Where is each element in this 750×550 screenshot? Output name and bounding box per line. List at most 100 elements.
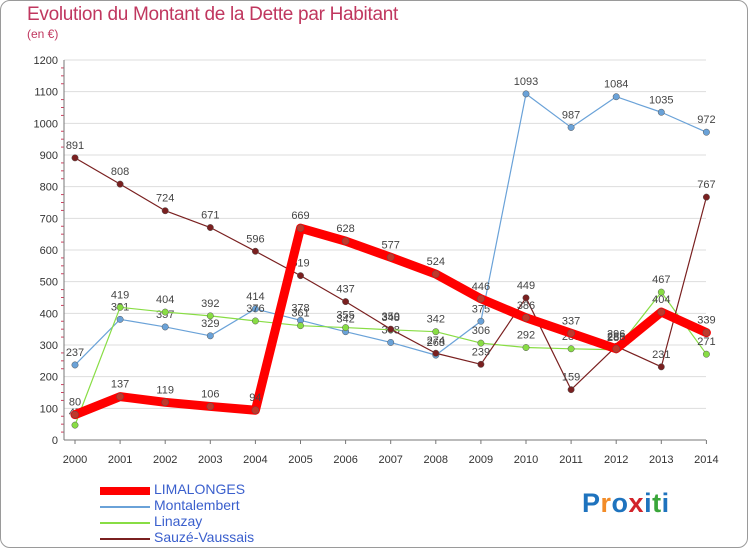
data-point [702, 128, 710, 136]
data-point [657, 308, 666, 316]
data-point [432, 349, 440, 357]
data-point [116, 180, 124, 188]
y-tick-label: 900 [40, 150, 58, 162]
x-tick-label: 2000 [63, 454, 87, 466]
data-point [612, 93, 620, 101]
x-tick-label: 2004 [243, 454, 267, 466]
data-label: 355 [336, 310, 354, 322]
data-point [116, 303, 124, 311]
data-label: 159 [562, 372, 580, 384]
data-label: 329 [201, 318, 219, 330]
data-point [341, 237, 350, 245]
data-label: 239 [472, 346, 490, 358]
data-label: 404 [652, 294, 670, 306]
logo-letter: x [628, 488, 645, 518]
data-point [71, 154, 79, 162]
legend-swatch [100, 506, 150, 508]
legend-label: Linazay [154, 513, 203, 529]
data-label: 342 [336, 314, 354, 326]
data-point [297, 272, 304, 280]
data-label: 1093 [514, 76, 538, 88]
x-tick-label: 2008 [424, 454, 448, 466]
data-label: 378 [291, 302, 309, 314]
data-point [251, 317, 259, 325]
data-point [251, 406, 260, 414]
x-tick-label: 2010 [514, 454, 538, 466]
data-point [71, 421, 79, 429]
y-tick-label: 500 [40, 277, 58, 289]
data-label: 987 [562, 109, 580, 121]
data-point [387, 325, 395, 333]
x-tick-label: 2009 [469, 454, 493, 466]
data-point [161, 398, 169, 407]
data-label: 972 [697, 114, 715, 126]
data-label: 808 [111, 166, 129, 178]
data-label: 119 [156, 384, 174, 396]
data-point [522, 314, 530, 322]
data-point [657, 363, 665, 371]
data-label: 94 [249, 392, 261, 404]
data-point [702, 193, 710, 201]
data-label: 337 [562, 315, 580, 327]
data-label: 348 [382, 312, 400, 324]
data-label: 449 [517, 280, 535, 292]
data-label: 268 [427, 337, 445, 349]
y-tick-label: 100 [40, 403, 58, 415]
data-label: 296 [607, 328, 625, 340]
legend-label: Montalembert [154, 497, 240, 513]
legend-item-limalonges: LIMALONGES [100, 481, 360, 499]
data-point [251, 247, 259, 255]
x-tick-label: 2013 [649, 454, 673, 466]
x-tick-label: 2001 [108, 454, 132, 466]
data-label: 375 [472, 303, 490, 315]
legend-item-sauz-vaussais: Sauzé-Vaussais [100, 529, 360, 547]
data-label: 724 [156, 193, 174, 205]
data-point [71, 361, 79, 369]
proxiti-logo: Proxiti [582, 488, 670, 519]
data-label: 80 [69, 397, 81, 409]
data-point [432, 270, 440, 278]
logo-letter: i [661, 488, 670, 518]
data-point [296, 224, 305, 232]
x-tick-label: 2006 [333, 454, 357, 466]
data-label: 628 [336, 223, 354, 235]
data-point [522, 344, 530, 351]
data-point [116, 392, 124, 401]
data-point [567, 329, 575, 338]
legend-label: LIMALONGES [154, 481, 246, 497]
y-tick-label: 1000 [34, 118, 58, 130]
data-label: 524 [427, 256, 445, 268]
legend-swatch [100, 487, 150, 495]
data-point [161, 308, 169, 316]
data-point [567, 124, 575, 131]
x-tick-label: 2003 [198, 454, 222, 466]
y-tick-label: 200 [40, 372, 58, 384]
y-tick-label: 1200 [34, 55, 58, 67]
data-point [206, 224, 214, 231]
data-label: 446 [472, 281, 490, 293]
data-label: 1084 [604, 79, 628, 91]
x-tick-label: 2002 [153, 454, 177, 466]
logo-letter: r [600, 488, 612, 518]
data-label: 376 [246, 303, 264, 315]
chart-legend: LIMALONGES Montalembert Linazay Sauzé-Vauss… [100, 481, 360, 547]
x-tick-label: 2005 [288, 454, 312, 466]
data-label: 392 [201, 298, 219, 310]
data-label: 669 [291, 210, 309, 222]
data-point [251, 305, 259, 313]
data-point [477, 317, 485, 325]
data-point [116, 315, 124, 323]
data-label: 577 [382, 239, 400, 251]
y-tick-label: 1100 [34, 87, 58, 99]
data-point [161, 207, 169, 215]
data-point [342, 298, 350, 306]
data-label: 339 [697, 315, 715, 327]
logo-letter: P [582, 488, 601, 518]
data-point [702, 350, 710, 358]
data-point [477, 360, 485, 368]
x-tick-label: 2012 [604, 454, 628, 466]
data-label: 231 [652, 349, 670, 361]
data-label: 414 [246, 291, 264, 303]
